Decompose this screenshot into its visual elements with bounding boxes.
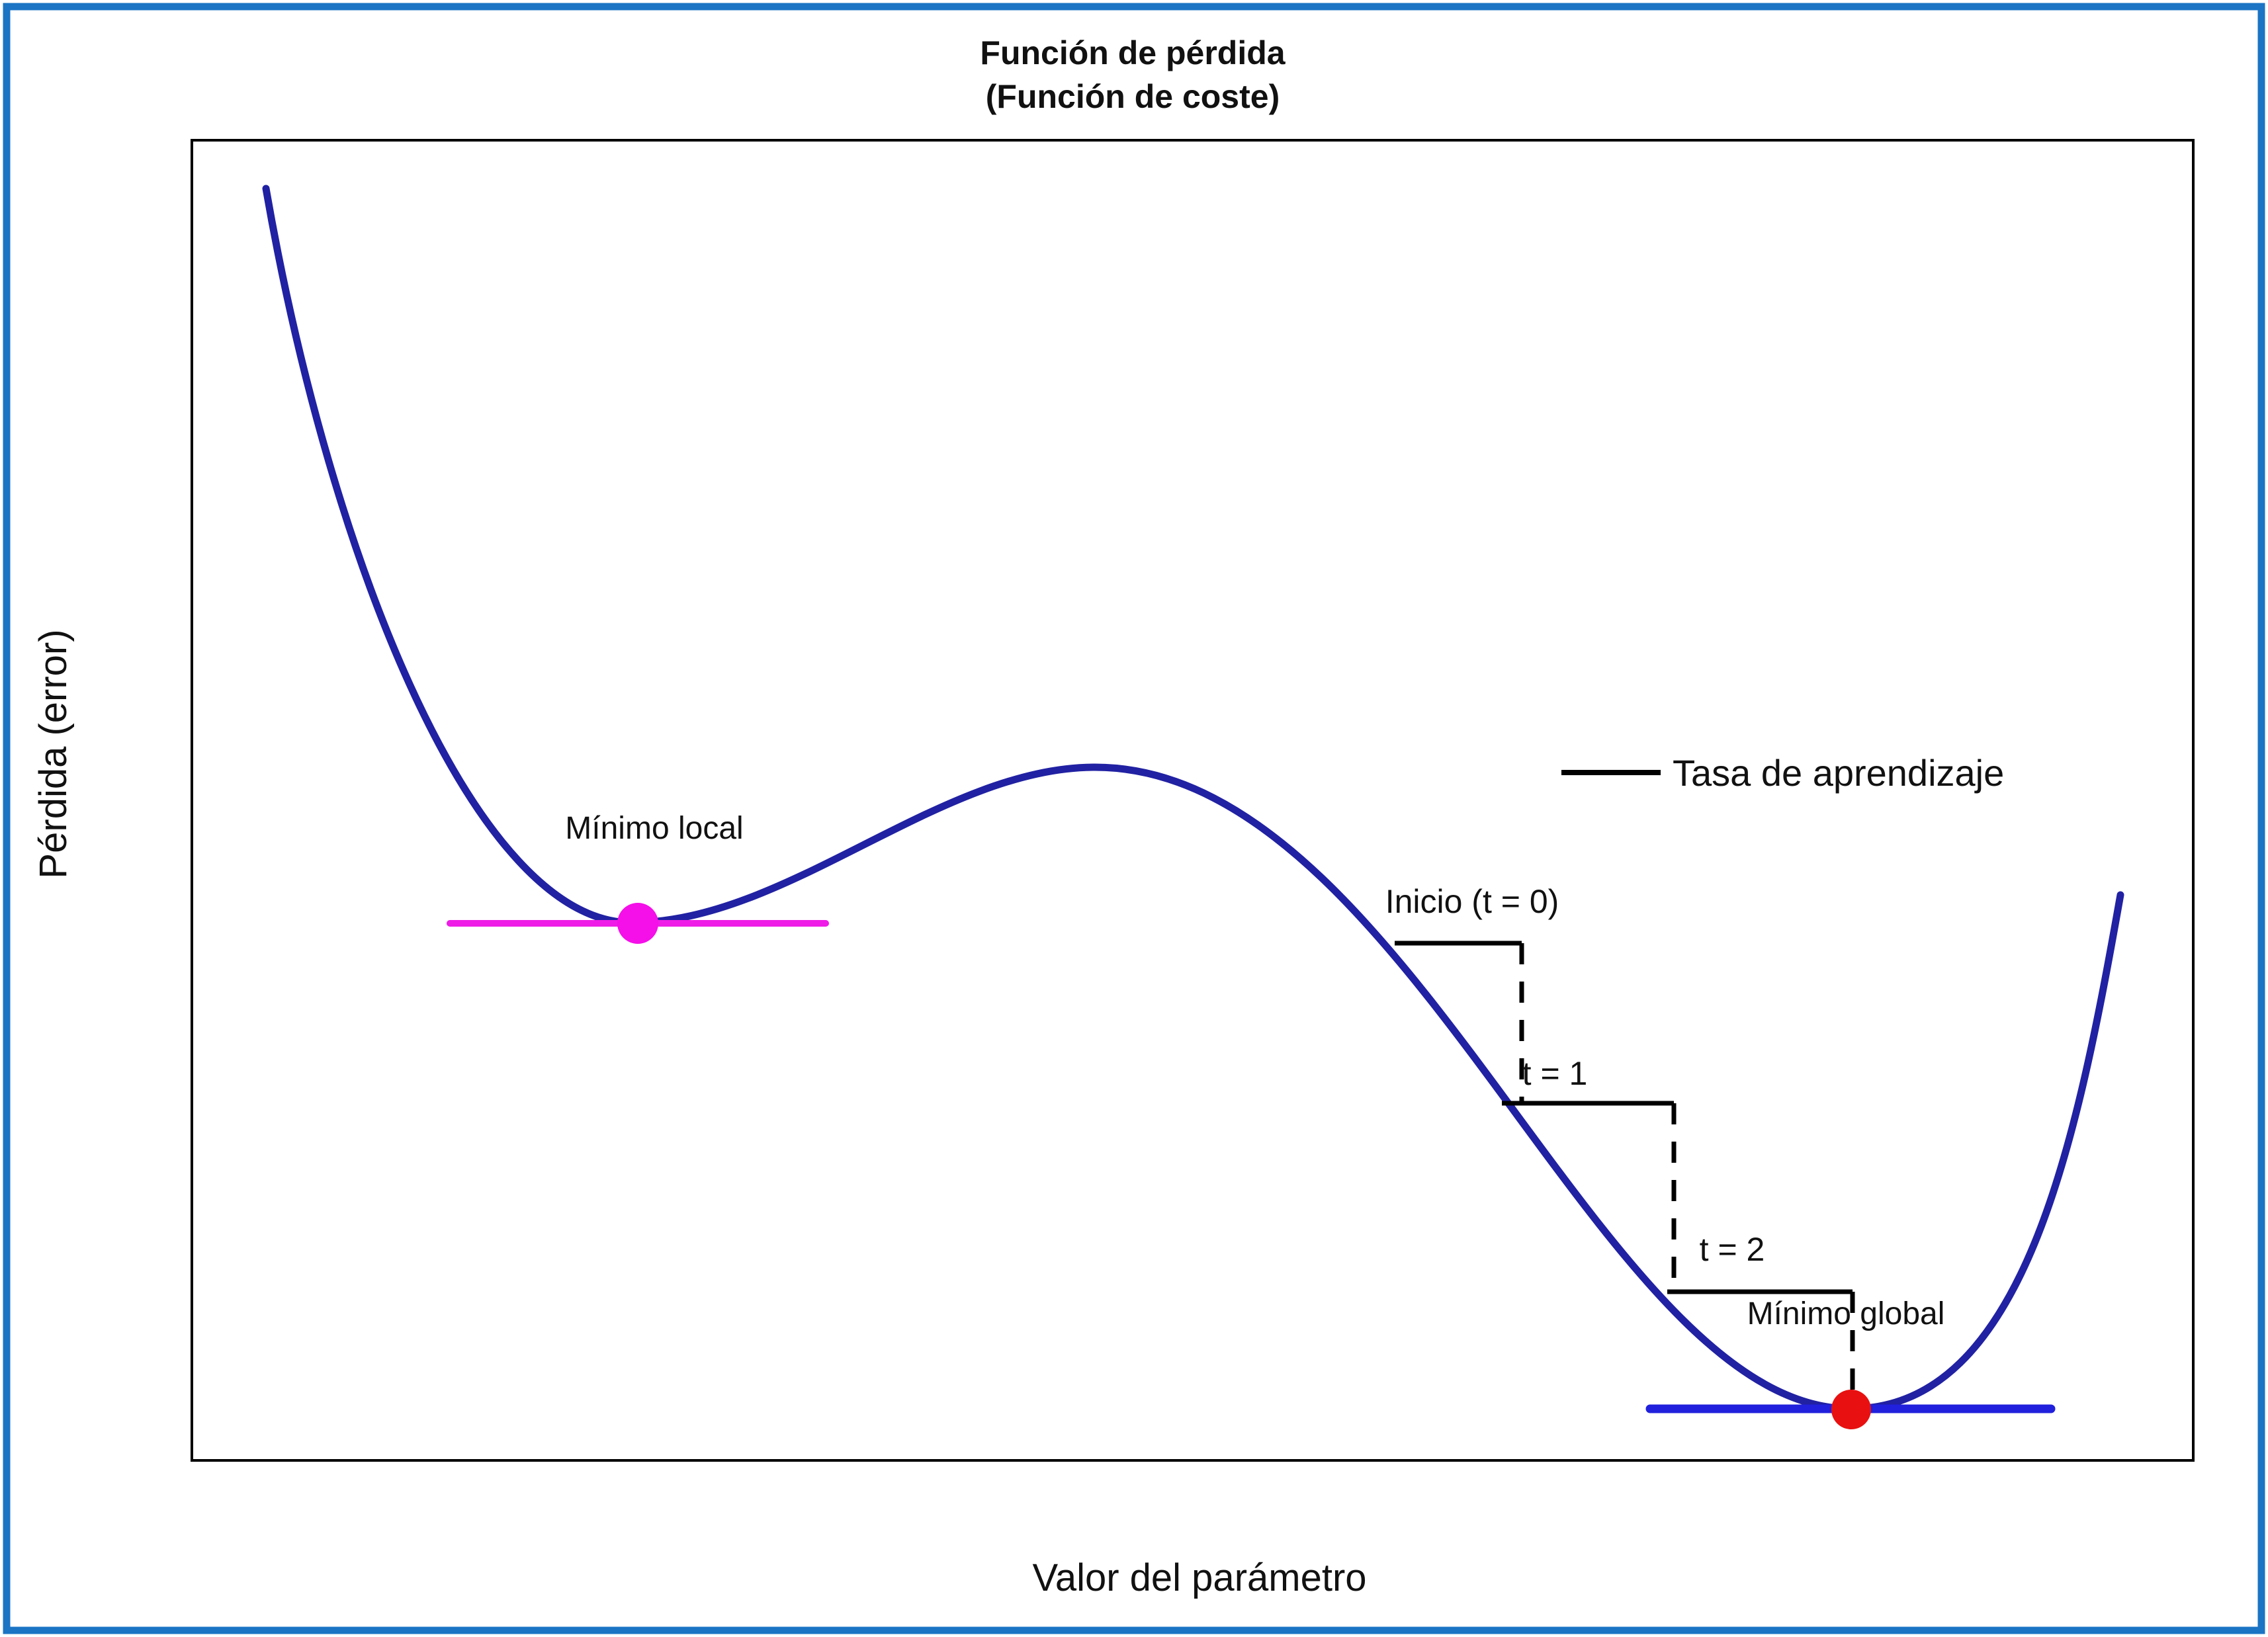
global-min-dot	[1831, 1390, 1871, 1429]
t2-label: t = 2	[1700, 1231, 1765, 1268]
plot-area-border	[191, 139, 2195, 1462]
local-min-dot	[617, 903, 658, 944]
legend-label: Tasa de aprendizaje	[1673, 752, 2004, 794]
y-axis-label: Pérdida (error)	[32, 629, 75, 878]
x-axis-label: Valor del parámetro	[1032, 1556, 1366, 1599]
t1-label: t = 1	[1522, 1055, 1588, 1092]
global-min-label: Mínimo global	[1747, 1296, 1945, 1331]
start-t0-label: Inicio (t = 0)	[1385, 883, 1559, 920]
local-min-label: Mínimo local	[565, 811, 743, 846]
chart-title-line1: Función de pérdida	[980, 34, 1286, 71]
window-frame-border	[3, 3, 2265, 1634]
chart-title-line2: (Función de coste)	[986, 78, 1280, 115]
loss-curve	[262, 185, 2124, 1413]
